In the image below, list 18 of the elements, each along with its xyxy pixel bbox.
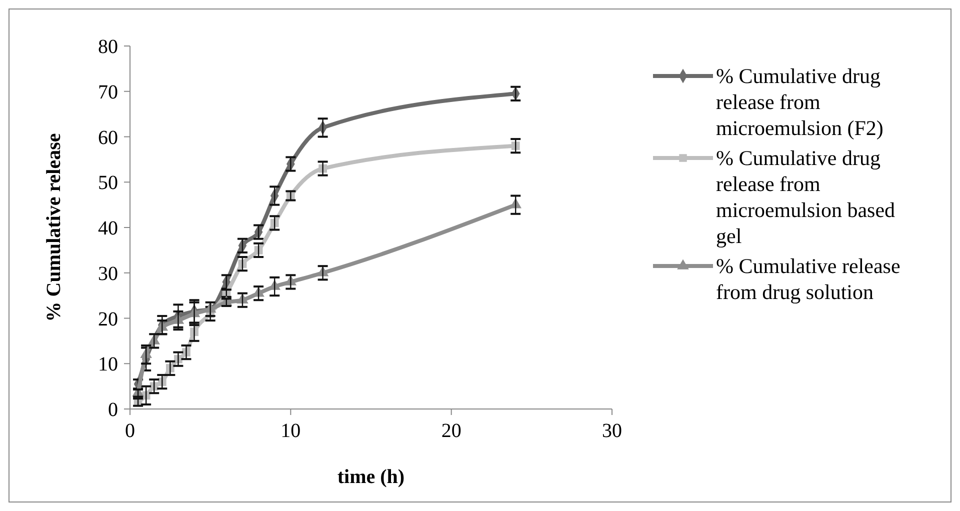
x-tick-label: 0 bbox=[125, 420, 135, 442]
y-tick-label: 40 bbox=[98, 218, 118, 240]
legend-label: % Cumulative drug release from microemulsion (F2) bbox=[716, 64, 884, 140]
y-tick-label: 50 bbox=[98, 172, 118, 194]
y-tick-label: 10 bbox=[98, 354, 118, 376]
x-tick-label: 10 bbox=[280, 420, 301, 442]
y-axis-title: % Cumulative release bbox=[43, 133, 65, 322]
y-tick-label: 0 bbox=[108, 399, 118, 421]
y-tick-label: 80 bbox=[98, 36, 118, 58]
y-tick-label: 20 bbox=[98, 308, 118, 330]
legend-label: % Cumulative drug release from microemulsion based gel bbox=[716, 146, 896, 248]
legend-label: % Cumulative release from drug solution bbox=[716, 254, 900, 304]
x-tick-label: 20 bbox=[441, 420, 462, 442]
y-tick-label: 30 bbox=[98, 262, 118, 285]
y-tick-label: 60 bbox=[98, 126, 118, 149]
y-tick-label: 70 bbox=[98, 81, 118, 104]
x-tick-label: 30 bbox=[602, 420, 622, 442]
x-axis-title: time (h) bbox=[337, 466, 405, 488]
